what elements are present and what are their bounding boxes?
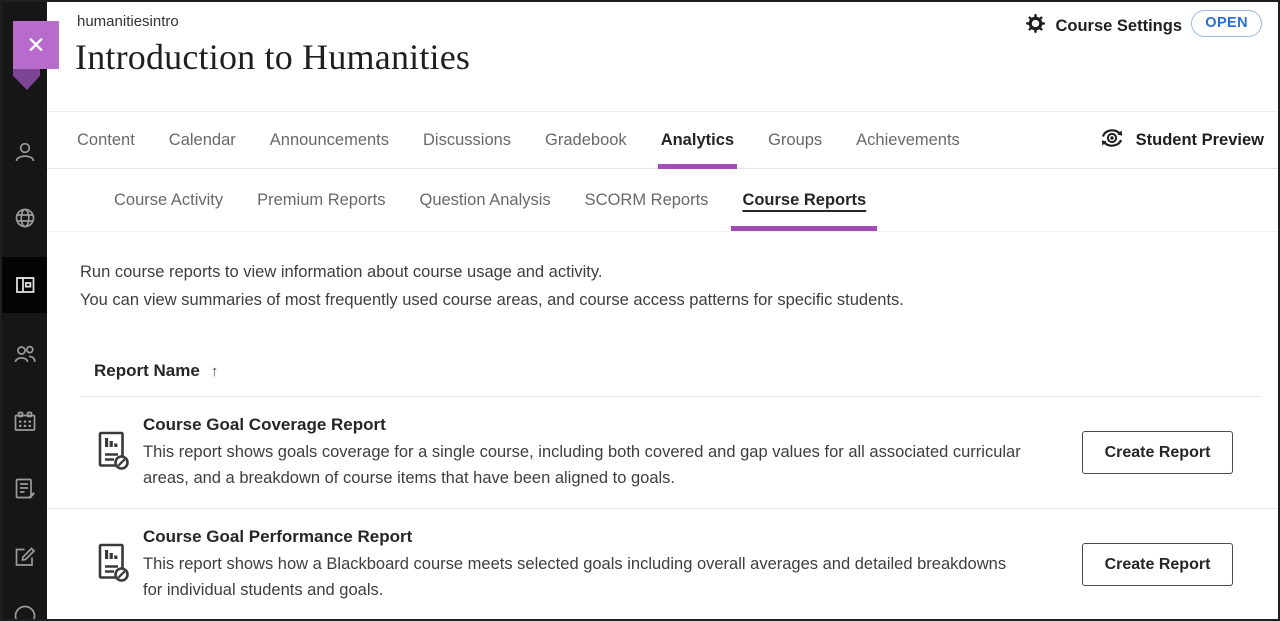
create-report-button[interactable]: Create Report	[1082, 543, 1233, 586]
analytics-subnav: Course Activity Premium Reports Question…	[47, 170, 1278, 232]
sidebar-item-messages[interactable]	[2, 461, 47, 517]
report-name-label: Report Name	[94, 361, 200, 380]
list-divider	[80, 396, 1260, 397]
sidebar-item-activity[interactable]	[2, 594, 47, 619]
clock-partial-icon	[12, 594, 38, 619]
courses-icon	[12, 272, 38, 298]
report-title: Course Goal Coverage Report	[143, 414, 386, 434]
report-text: Course Goal Coverage Report This report …	[143, 415, 1028, 491]
open-status-badge[interactable]: OPEN	[1191, 10, 1262, 37]
tab-analytics[interactable]: Analytics	[644, 112, 751, 169]
calendar-icon	[12, 409, 38, 435]
tab-calendar[interactable]: Calendar	[152, 112, 253, 168]
report-row-goal-coverage: Course Goal Coverage Report This report …	[47, 397, 1278, 509]
report-title: Course Goal Performance Report	[143, 526, 413, 546]
breadcrumb: humanitiesintro	[77, 13, 179, 30]
report-row-goal-performance: Course Goal Performance Report This repo…	[47, 509, 1278, 619]
profile-icon	[12, 139, 38, 165]
page-title: Introduction to Humanities	[75, 37, 471, 77]
course-settings-button[interactable]: Course Settings	[1025, 12, 1182, 40]
course-nav: Content Calendar Announcements Discussio…	[47, 111, 1278, 169]
intro-line-1: Run course reports to view information a…	[80, 263, 603, 281]
course-reports-panel: Run course reports to view information a…	[47, 232, 1278, 619]
subtab-question-analysis[interactable]: Question Analysis	[403, 170, 568, 231]
global-sidebar	[2, 2, 47, 619]
tab-discussions[interactable]: Discussions	[406, 112, 528, 168]
tab-announcements[interactable]: Announcements	[253, 112, 406, 168]
report-document-icon	[97, 542, 130, 588]
subtab-premium-reports[interactable]: Premium Reports	[240, 170, 402, 231]
globe-icon	[12, 205, 38, 231]
close-icon: ✕	[26, 31, 46, 58]
sort-ascending-icon: ↑	[210, 362, 219, 380]
student-preview-button[interactable]: Student Preview	[1098, 112, 1278, 168]
close-course-button[interactable]: ✕	[13, 21, 59, 69]
people-icon	[12, 341, 38, 367]
course-settings-label: Course Settings	[1055, 16, 1182, 35]
tab-content[interactable]: Content	[60, 112, 152, 168]
sidebar-item-profile[interactable]	[2, 124, 47, 180]
intro-text: Run course reports to view information a…	[47, 232, 1278, 314]
sidebar-item-grades[interactable]	[2, 529, 47, 585]
student-preview-label: Student Preview	[1135, 130, 1264, 149]
tab-groups[interactable]: Groups	[751, 112, 839, 168]
report-name-sort-header[interactable]: Report Name ↑	[47, 314, 1278, 396]
tab-gradebook[interactable]: Gradebook	[528, 112, 644, 168]
intro-line-2: You can view summaries of most frequentl…	[80, 291, 904, 309]
subtab-course-reports[interactable]: Course Reports	[725, 170, 883, 231]
sidebar-item-calendar[interactable]	[2, 394, 47, 450]
report-description: This report shows how a Blackboard cours…	[143, 554, 1007, 599]
report-document-icon	[97, 430, 130, 476]
document-pencil-icon	[12, 476, 38, 502]
sidebar-item-institution[interactable]	[2, 190, 47, 246]
gear-icon	[1025, 13, 1046, 39]
sidebar-item-courses[interactable]	[2, 257, 47, 313]
subtab-course-activity[interactable]: Course Activity	[97, 170, 240, 231]
edit-square-icon	[12, 544, 38, 570]
course-header: humanitiesintro Introduction to Humaniti…	[47, 2, 1278, 111]
tab-achievements[interactable]: Achievements	[839, 112, 977, 168]
report-text: Course Goal Performance Report This repo…	[143, 527, 1028, 603]
sidebar-item-organizations[interactable]	[2, 326, 47, 382]
report-description: This report shows goals coverage for a s…	[143, 442, 1021, 487]
create-report-button[interactable]: Create Report	[1082, 431, 1233, 474]
student-preview-icon	[1098, 126, 1126, 155]
subtab-scorm-reports[interactable]: SCORM Reports	[568, 170, 726, 231]
